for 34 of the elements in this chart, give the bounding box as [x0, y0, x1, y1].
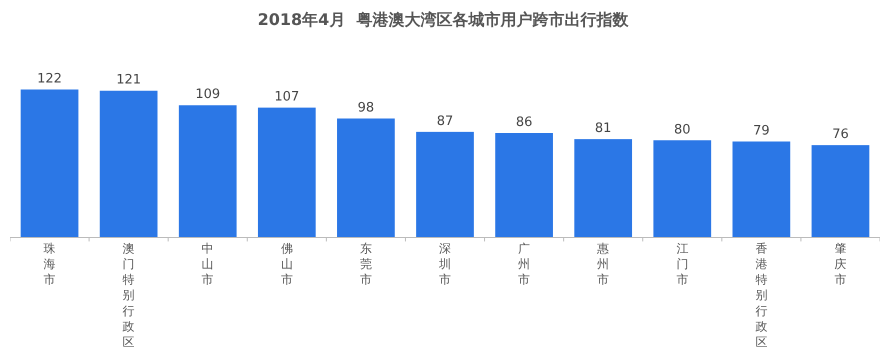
x-tick-label: 广州市	[518, 241, 530, 287]
data-label: 86	[516, 115, 532, 130]
data-label: 109	[195, 87, 220, 102]
x-tick-label: 东莞市	[360, 241, 372, 287]
data-label: 79	[753, 123, 770, 138]
chart-title: 2018年4月 粤港澳大湾区各城市用户跨市出行指数	[258, 10, 630, 30]
bar	[100, 90, 158, 237]
bar	[178, 105, 237, 237]
bar	[653, 140, 712, 237]
x-tick-label: 肇庆市	[834, 241, 846, 287]
bar	[495, 133, 553, 237]
data-label: 76	[832, 127, 849, 142]
x-tick-label: 澳门特别行政区	[122, 241, 135, 349]
bar	[337, 118, 395, 237]
data-label: 80	[674, 122, 691, 138]
data-label: 121	[116, 72, 142, 88]
bar	[416, 132, 474, 237]
data-label: 81	[594, 121, 612, 136]
bar	[574, 139, 632, 237]
data-label: 122	[37, 72, 62, 86]
bar	[812, 145, 870, 237]
x-tick-label: 佛山市	[280, 241, 293, 287]
data-label: 87	[436, 114, 454, 129]
x-tick-label: 惠州市	[596, 241, 610, 287]
x-tick-label: 深圳市	[438, 241, 451, 287]
x-tick-label: 珠海市	[44, 241, 56, 287]
data-label: 107	[274, 90, 300, 105]
bar	[258, 108, 316, 237]
x-tick-label: 江门市	[676, 241, 688, 287]
data-label: 98	[358, 100, 374, 116]
bar	[732, 141, 790, 237]
bar	[20, 90, 78, 237]
x-tick-label: 中山市	[202, 241, 214, 287]
x-tick-label: 香港特别行政区	[755, 241, 768, 349]
